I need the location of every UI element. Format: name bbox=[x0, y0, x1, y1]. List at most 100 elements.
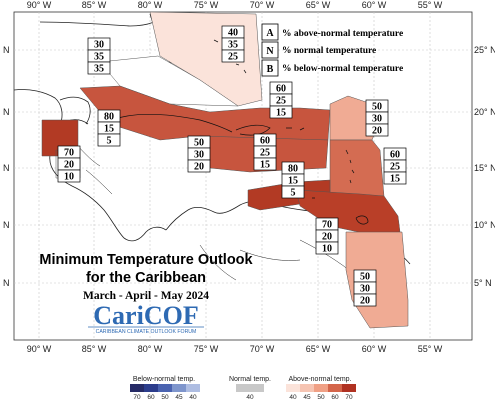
prob-box-cell bbox=[281, 185, 305, 199]
prob-above-central-caribbean: 50 bbox=[194, 138, 204, 149]
caricof-logo: CariCOF CARIBBEAN CLIMATE OUTLOOK FORUM bbox=[88, 301, 204, 335]
prob-below-guianas: 20 bbox=[360, 296, 370, 307]
colorbar-normal-title: Normal temp. bbox=[229, 376, 271, 383]
prob-below-bahamas: 25 bbox=[228, 52, 238, 63]
lat-tick-left: N bbox=[3, 45, 10, 55]
prob-below-trinidad: 10 bbox=[322, 244, 332, 255]
colorbar-below-tick: 40 bbox=[189, 394, 197, 400]
prob-box-cell bbox=[269, 105, 293, 119]
prob-below-cuba-west: 35 bbox=[94, 64, 104, 75]
prob-box-cell bbox=[97, 133, 121, 147]
lat-tick-left: N bbox=[3, 107, 10, 117]
prob-box-cell bbox=[253, 157, 277, 171]
colorbar-above-tick: 50 bbox=[317, 394, 325, 400]
prob-normal-greater-antilles: 25 bbox=[276, 96, 286, 107]
colorbar: Below-normal temp. Normal temp. Above-no… bbox=[130, 376, 356, 400]
lat-tick: 15° N bbox=[474, 163, 495, 173]
prob-below-belize: 5 bbox=[107, 136, 112, 147]
colorbar-above-tick: 60 bbox=[331, 394, 339, 400]
prob-below-windward: 15 bbox=[390, 174, 400, 185]
prob-box-cell bbox=[315, 241, 339, 255]
lon-axis: 90° W 85° W 80° W 75° W 70° W 65° W 60° … bbox=[27, 0, 443, 354]
prob-below-leeward: 20 bbox=[372, 126, 382, 137]
legend-key-box bbox=[261, 59, 279, 77]
lon-tick-top: 60° W bbox=[362, 0, 387, 10]
colorbar-above-tick: 70 bbox=[345, 394, 353, 400]
legend-label-b: % below-normal temperature bbox=[282, 64, 403, 74]
legend-key-a: A bbox=[266, 28, 274, 39]
lon-tick-top: 80° W bbox=[138, 0, 163, 10]
lon-tick-top: 85° W bbox=[82, 0, 107, 10]
colorbar-above-swatch bbox=[300, 384, 314, 392]
lat-tick: 10° N bbox=[474, 220, 495, 230]
prob-box-cell bbox=[221, 49, 245, 63]
prob-above-leeward: 50 bbox=[372, 102, 382, 113]
colorbar-above-swatch bbox=[314, 384, 328, 392]
colorbar-below-tick: 45 bbox=[175, 394, 183, 400]
prob-above-abc-islands: 80 bbox=[288, 164, 298, 175]
colorbar-normal-swatch bbox=[250, 384, 264, 392]
zone-windward bbox=[329, 139, 385, 197]
lon-tick: 55° W bbox=[418, 344, 443, 354]
legend-label-a: % above-normal temperature bbox=[282, 29, 403, 39]
lat-tick-left: N bbox=[3, 278, 10, 288]
prob-below-central-caribbean: 20 bbox=[194, 162, 204, 173]
prob-above-windward: 60 bbox=[390, 150, 400, 161]
prob-normal-honduras-nicaragua: 20 bbox=[64, 160, 74, 171]
prob-above-bahamas: 40 bbox=[228, 28, 238, 39]
prob-normal-trinidad: 20 bbox=[322, 232, 332, 243]
lat-tick: 5° N bbox=[474, 278, 492, 288]
lat-tick: 25° N bbox=[474, 45, 495, 55]
prob-normal-belize: 15 bbox=[104, 124, 114, 135]
prob-normal-central-caribbean: 30 bbox=[194, 150, 204, 161]
prob-above-cuba-west: 30 bbox=[94, 40, 104, 51]
prob-box-cell bbox=[57, 169, 81, 183]
lon-tick: 90° W bbox=[27, 344, 52, 354]
lon-tick: 60° W bbox=[362, 344, 387, 354]
lon-tick: 65° W bbox=[306, 344, 331, 354]
lon-tick-top: 70° W bbox=[250, 0, 275, 10]
lon-tick-top: 55° W bbox=[418, 0, 443, 10]
prob-normal-bahamas: 35 bbox=[228, 40, 238, 51]
prob-normal-cuba-west: 35 bbox=[94, 52, 104, 63]
prob-box-cell bbox=[87, 61, 111, 75]
lon-tick-top: 75° W bbox=[194, 0, 219, 10]
colorbar-above-swatch bbox=[286, 384, 300, 392]
prob-below-honduras-nicaragua: 10 bbox=[64, 172, 74, 183]
colorbar-above-tick: 45 bbox=[303, 394, 311, 400]
colorbar-below-swatch bbox=[186, 384, 200, 392]
colorbar-above-swatch bbox=[342, 384, 356, 392]
lat-tick-left: N bbox=[3, 163, 10, 173]
colorbar-below-tick: 50 bbox=[161, 394, 169, 400]
prob-normal-windward: 25 bbox=[390, 162, 400, 173]
prob-below-hispaniola-south: 15 bbox=[260, 160, 270, 171]
colorbar-below-swatch bbox=[130, 384, 144, 392]
prob-normal-guianas: 30 bbox=[360, 284, 370, 295]
legend-key-n: N bbox=[266, 46, 274, 57]
prob-above-hispaniola-south: 60 bbox=[260, 136, 270, 147]
prob-above-honduras-nicaragua: 70 bbox=[64, 148, 74, 159]
prob-below-abc-islands: 5 bbox=[291, 188, 296, 199]
prob-above-guianas: 50 bbox=[360, 272, 370, 283]
lon-tick-top: 90° W bbox=[27, 0, 52, 10]
colorbar-normal-tick: 40 bbox=[246, 394, 254, 400]
logo-wordmark: CariCOF bbox=[93, 301, 198, 330]
lat-axis: 25° N 20° N 15° N 10° N 5° N N N N N N bbox=[3, 45, 495, 288]
colorbar-above-title: Above-normal temp. bbox=[288, 376, 351, 383]
colorbar-below-swatch bbox=[144, 384, 158, 392]
prob-normal-leeward: 30 bbox=[372, 114, 382, 125]
prob-box-cell bbox=[353, 293, 377, 307]
lon-tick-top: 65° W bbox=[306, 0, 331, 10]
colorbar-normal-swatch bbox=[236, 384, 250, 392]
colorbar-above-swatch bbox=[328, 384, 342, 392]
logo-forum-text: CARIBBEAN CLIMATE OUTLOOK FORUM bbox=[96, 329, 197, 335]
prob-box-cell bbox=[383, 171, 407, 185]
title-line-1: Minimum Temperature Outlook bbox=[39, 252, 253, 268]
colorbar-below-tick: 70 bbox=[133, 394, 141, 400]
prob-above-greater-antilles: 60 bbox=[276, 84, 286, 95]
map-title: Minimum Temperature Outlook for the Cari… bbox=[39, 252, 253, 302]
prob-box-cell bbox=[365, 123, 389, 137]
prob-above-trinidad: 70 bbox=[322, 220, 332, 231]
prob-box-cell bbox=[187, 159, 211, 173]
